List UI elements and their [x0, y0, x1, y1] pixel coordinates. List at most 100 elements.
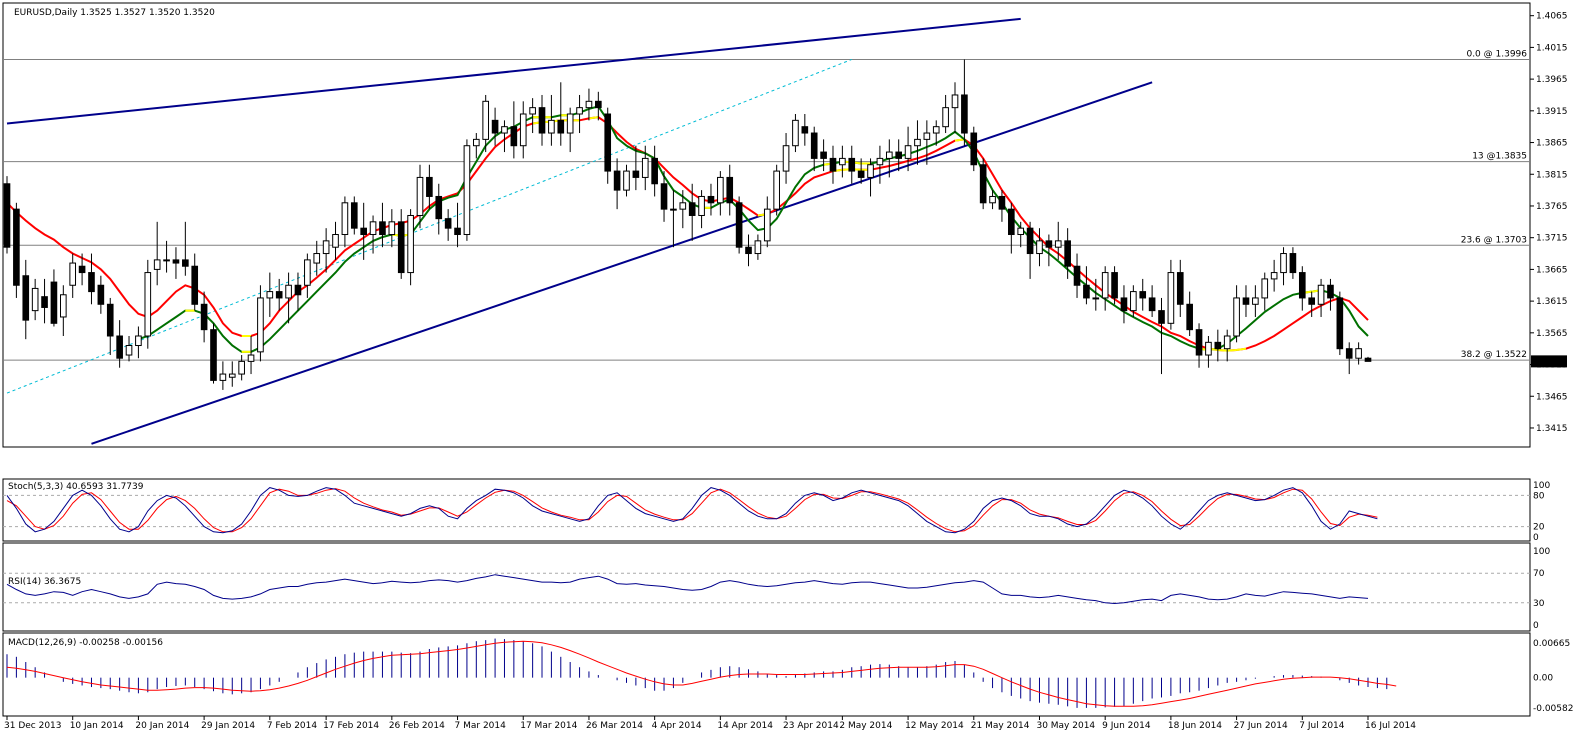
candle-body-up: [163, 259, 170, 262]
candle: [867, 158, 874, 197]
candle: [1345, 342, 1353, 375]
price-tick-label: 1.3765: [1536, 202, 1568, 212]
candle: [444, 209, 452, 241]
candle-body-down: [1045, 240, 1053, 248]
price-tick-label: 1.4015: [1536, 43, 1568, 53]
candle: [228, 361, 236, 387]
moving-average-line: [138, 105, 1369, 353]
candle: [885, 139, 893, 178]
candle: [78, 253, 86, 286]
candle-body-up: [238, 360, 245, 375]
candle: [1139, 278, 1147, 311]
candle: [848, 145, 856, 184]
candle: [426, 164, 433, 210]
candle: [839, 145, 846, 178]
candle-body-down: [726, 176, 734, 204]
candle-body-down: [294, 284, 302, 296]
candle: [22, 259, 30, 340]
date-tick-label: 29 Jan 2014: [201, 721, 255, 731]
candle-body-down: [820, 151, 827, 159]
candle-body-up: [463, 145, 471, 236]
candle-body-down: [1026, 227, 1034, 255]
candle: [951, 82, 959, 134]
candle: [792, 114, 799, 153]
candle-body-up: [566, 113, 574, 134]
candle-body-up: [369, 221, 377, 236]
candle-body-up: [125, 345, 133, 356]
candle-body-down: [810, 132, 818, 159]
candle-body-down: [200, 303, 208, 331]
candle: [247, 336, 255, 375]
candle: [923, 120, 931, 165]
candle-body-up: [679, 202, 687, 210]
candle-body-down: [1120, 297, 1128, 312]
candle: [1317, 278, 1325, 317]
axes: 1.4065 1.4015 1.3965 1.3915 1.3865 1.3815 1.37…: [4, 12, 1573, 731]
candle-body-up: [623, 170, 630, 191]
candle: [566, 107, 574, 153]
candle-body-down: [1083, 284, 1090, 299]
candle-body-up: [641, 157, 649, 178]
candle: [1298, 266, 1306, 311]
candle-body-up: [135, 335, 142, 347]
candle-body-up: [1233, 297, 1240, 337]
price-tick-label: 1.3465: [1536, 392, 1568, 402]
rsi-tick-label: 0: [1533, 621, 1539, 631]
candle: [857, 158, 865, 184]
candle-body-up: [1252, 297, 1259, 305]
candle-body-up: [754, 240, 762, 255]
candle: [998, 190, 1006, 222]
candle: [1205, 336, 1212, 368]
candle-body-down: [613, 170, 621, 191]
candle-body-up: [322, 240, 330, 255]
candle-body-up: [885, 151, 893, 159]
candle: [369, 215, 377, 254]
candle-body-down: [735, 202, 743, 248]
date-tick-label: 21 May 2014: [971, 721, 1030, 731]
candle: [557, 82, 565, 146]
candle-body-down: [848, 157, 856, 172]
candle-body-up: [717, 176, 724, 204]
candle-body-down: [1298, 272, 1306, 299]
stoch-frame: [2, 478, 1531, 542]
candle: [932, 120, 940, 146]
candle: [876, 145, 884, 184]
candle-body-down: [895, 151, 903, 159]
candle: [416, 164, 424, 229]
moving-average-flat-segment: [1217, 348, 1228, 352]
candle: [1167, 259, 1175, 330]
date-tick-label: 9 Jun 2014: [1102, 721, 1151, 731]
candle: [1120, 285, 1128, 324]
date-tick-label: 26 Mar 2014: [586, 721, 643, 731]
candle-body-down: [857, 170, 865, 178]
candle-body-down: [745, 246, 752, 255]
symbol-header: EURUSD,Daily 1.3525 1.3527 1.3520 1.3520: [14, 8, 215, 18]
candle: [275, 278, 283, 311]
candle: [125, 336, 133, 362]
candle: [1289, 247, 1297, 279]
candle-body-down: [688, 202, 696, 216]
candle-body-up: [501, 126, 508, 134]
candle: [1186, 291, 1193, 336]
candle: [435, 183, 443, 235]
candle: [820, 139, 827, 172]
fibonacci-label: 0.0 @ 1.3996: [1466, 49, 1527, 59]
candle-body-up: [144, 272, 152, 337]
candle-body-down: [1176, 272, 1184, 305]
candle-body-up: [388, 221, 396, 236]
candle-body-down: [275, 291, 283, 299]
macd-frame: [2, 632, 1531, 717]
candle-body-down: [116, 335, 123, 359]
candle: [613, 158, 621, 210]
candle: [717, 171, 724, 216]
candle: [285, 272, 292, 324]
fibonacci-label: 13 @1.3835: [1472, 152, 1527, 162]
candle-body-down: [1242, 297, 1250, 305]
rsi-tick-label: 100: [1533, 547, 1550, 557]
price-tick-label: 1.3665: [1536, 265, 1568, 275]
candle-body-up: [1054, 240, 1062, 248]
candle-body-down: [707, 195, 715, 204]
candle: [304, 253, 311, 298]
candle-body-up: [698, 195, 705, 216]
candle: [1130, 285, 1137, 317]
